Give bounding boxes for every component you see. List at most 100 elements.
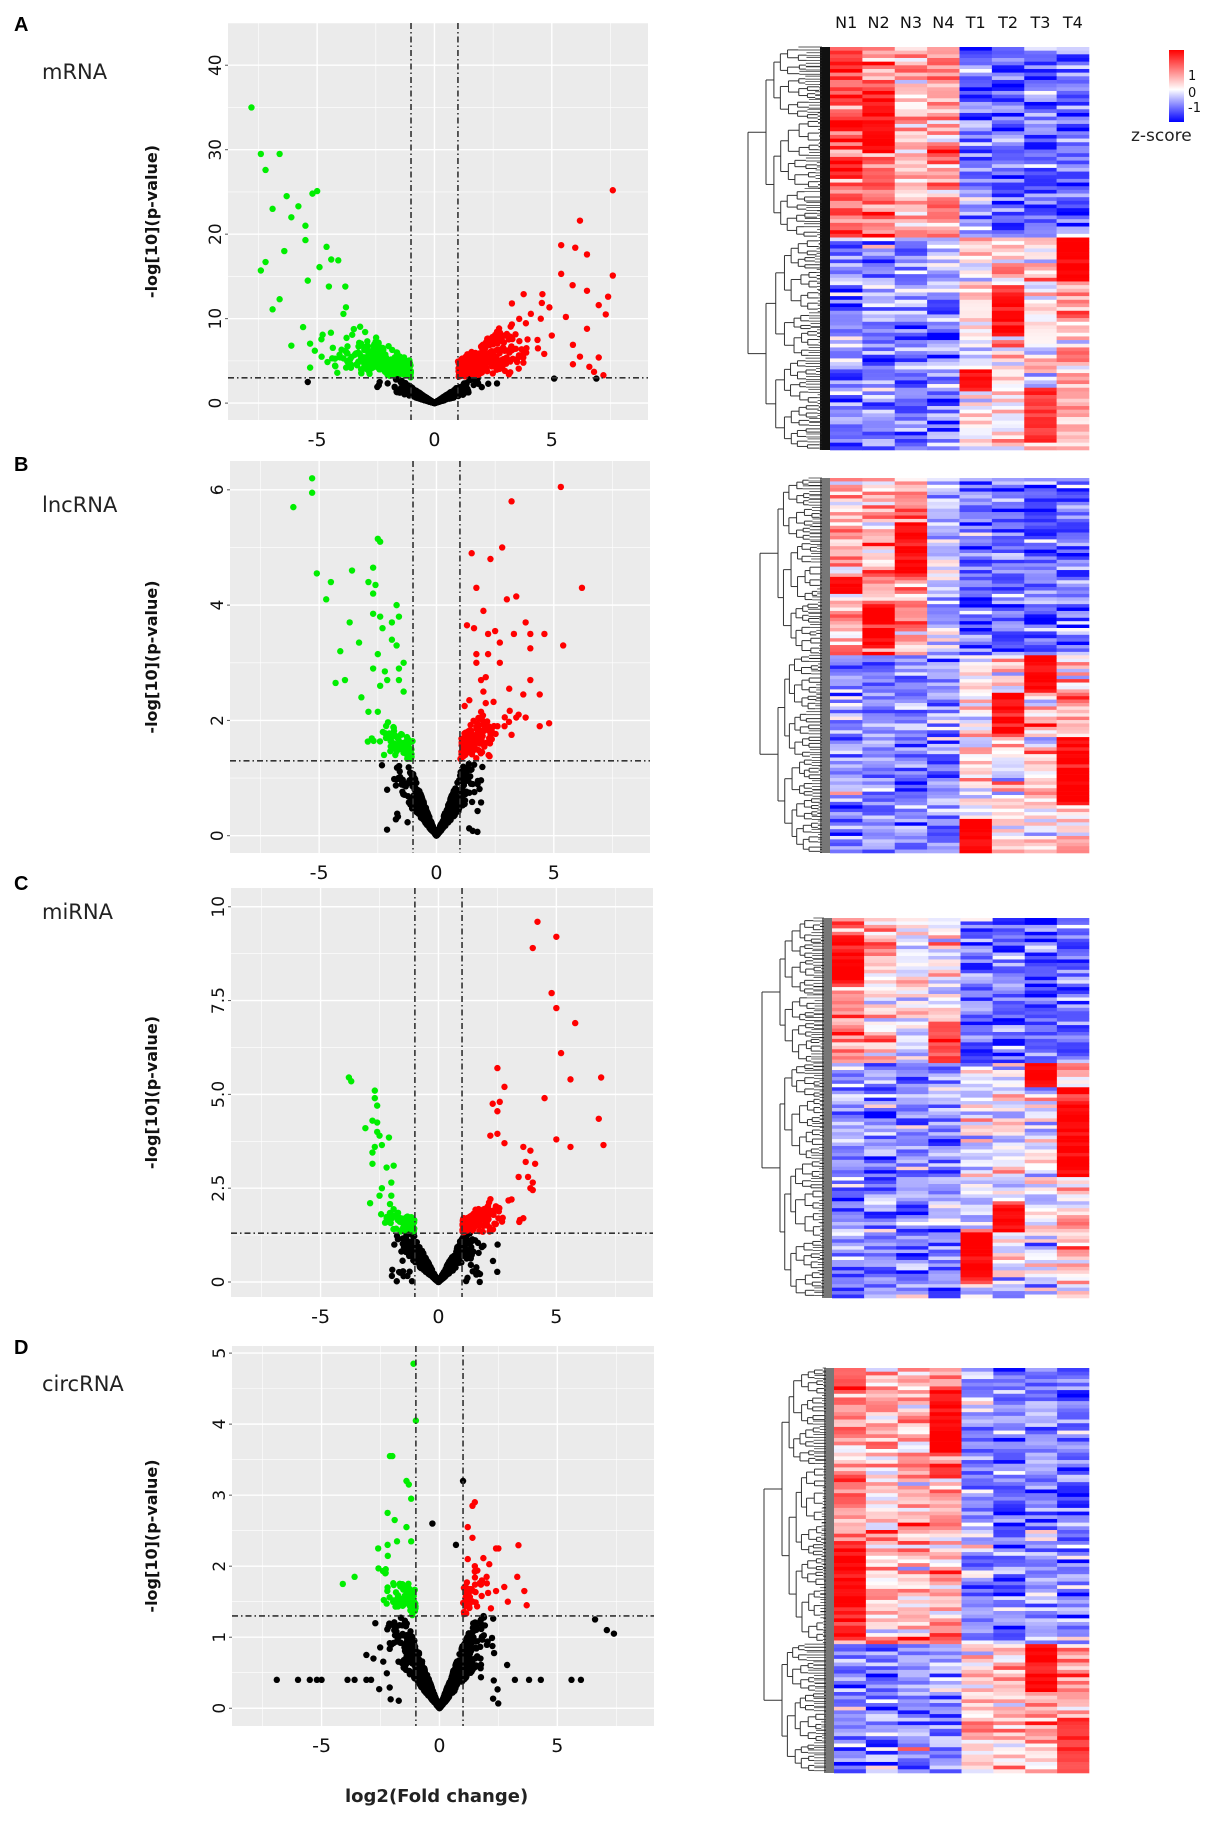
heatmap-cell	[927, 296, 960, 301]
heatmap-cell	[991, 116, 1025, 121]
heatmap-cell	[991, 109, 1025, 114]
point-up	[534, 345, 542, 352]
heatmap-cell	[1024, 160, 1057, 165]
point-down	[396, 738, 403, 746]
heatmap-cell	[959, 142, 993, 147]
point-down	[257, 267, 265, 274]
heatmap-cell	[959, 164, 993, 169]
heatmap-cell	[1056, 90, 1090, 95]
heatmap-cell	[991, 237, 1025, 242]
point-up	[499, 357, 506, 364]
point-up	[478, 1592, 485, 1600]
heatmap-cell	[894, 105, 928, 110]
point-up	[569, 281, 576, 289]
point-down	[323, 596, 330, 603]
point-down	[376, 1132, 383, 1139]
heatmap-cell	[959, 83, 993, 88]
heatmap-cell	[1024, 252, 1057, 257]
heatmap-cell	[830, 120, 863, 125]
point-up	[524, 1173, 532, 1181]
heatmap-cell	[959, 79, 993, 84]
point-down	[304, 277, 311, 284]
point-up	[484, 1589, 492, 1597]
heatmap-cell	[1024, 244, 1057, 249]
heatmap-cell	[862, 145, 896, 150]
heatmap-cell	[862, 94, 896, 99]
point-down	[376, 682, 384, 690]
heatmap-cell	[991, 314, 1025, 319]
point-down	[283, 192, 290, 200]
heatmap-cell	[862, 50, 896, 55]
point-down	[328, 256, 335, 263]
heatmap-cell	[959, 182, 993, 187]
point-down	[382, 734, 390, 742]
heatmap-cell	[927, 171, 960, 176]
point-up	[491, 627, 499, 635]
point-down	[378, 1184, 386, 1192]
point-ns	[445, 393, 453, 400]
heatmap-cell	[862, 248, 896, 253]
heatmap-cell	[927, 175, 960, 180]
heatmap-cell	[862, 233, 896, 238]
point-down	[397, 1582, 404, 1589]
point-ns	[474, 807, 481, 815]
point-down	[401, 359, 408, 366]
heatmap-cell	[927, 47, 960, 51]
point-down	[389, 1212, 396, 1219]
point-up	[553, 1004, 560, 1012]
heatmap-cell	[830, 50, 863, 55]
point-down	[374, 650, 382, 658]
heatmap-cell	[830, 314, 863, 319]
point-ns	[537, 1676, 545, 1684]
point-down	[365, 578, 372, 586]
heatmap-cell	[894, 270, 928, 275]
heatmap-cell	[1056, 274, 1090, 279]
point-ns	[304, 378, 311, 386]
heatmap-cell	[830, 244, 863, 249]
point-ns	[603, 1626, 611, 1634]
point-up	[494, 1130, 501, 1137]
point-down	[348, 1078, 355, 1085]
heatmap-cell	[1024, 314, 1057, 319]
heatmap-cell	[991, 68, 1025, 73]
heatmap-cell	[1024, 47, 1057, 51]
point-up	[515, 315, 523, 323]
heatmap-cell	[1056, 175, 1090, 180]
heatmap-cell	[862, 292, 896, 297]
point-up	[527, 1147, 534, 1154]
point-down	[313, 570, 321, 577]
point-down	[332, 363, 339, 370]
heatmap-cell	[927, 57, 960, 62]
heatmap-cell	[927, 252, 960, 257]
heatmap-cell	[991, 189, 1025, 194]
point-ns	[273, 1676, 280, 1684]
point-up	[484, 630, 492, 638]
point-up	[473, 723, 480, 731]
point-up	[478, 748, 486, 756]
point-ns	[363, 1651, 370, 1659]
heatmap-cell	[894, 164, 928, 169]
heatmap-cell	[894, 204, 928, 209]
heatmap-cell	[862, 65, 896, 70]
heatmap-cell	[830, 292, 863, 297]
heatmap-cell	[927, 94, 960, 99]
point-up	[597, 1074, 605, 1081]
point-up	[479, 1228, 487, 1235]
heatmap-cell	[894, 296, 928, 301]
point-up	[487, 1605, 495, 1612]
heatmap-cell	[927, 109, 960, 114]
heatmap-cell	[991, 182, 1025, 187]
heatmap-cell	[862, 193, 896, 198]
point-up	[484, 1202, 492, 1210]
point-ns	[420, 809, 428, 817]
heatmap-cell	[927, 208, 960, 213]
point-ns	[393, 1638, 400, 1645]
point-up	[527, 630, 534, 638]
heatmap-cell	[830, 197, 863, 202]
point-down	[384, 1552, 391, 1560]
heatmap-cell	[894, 153, 928, 158]
heatmap-cell	[862, 259, 896, 264]
heatmap-cell	[991, 72, 1025, 77]
heatmap-cell	[991, 164, 1025, 169]
heatmap-cell	[862, 138, 896, 143]
